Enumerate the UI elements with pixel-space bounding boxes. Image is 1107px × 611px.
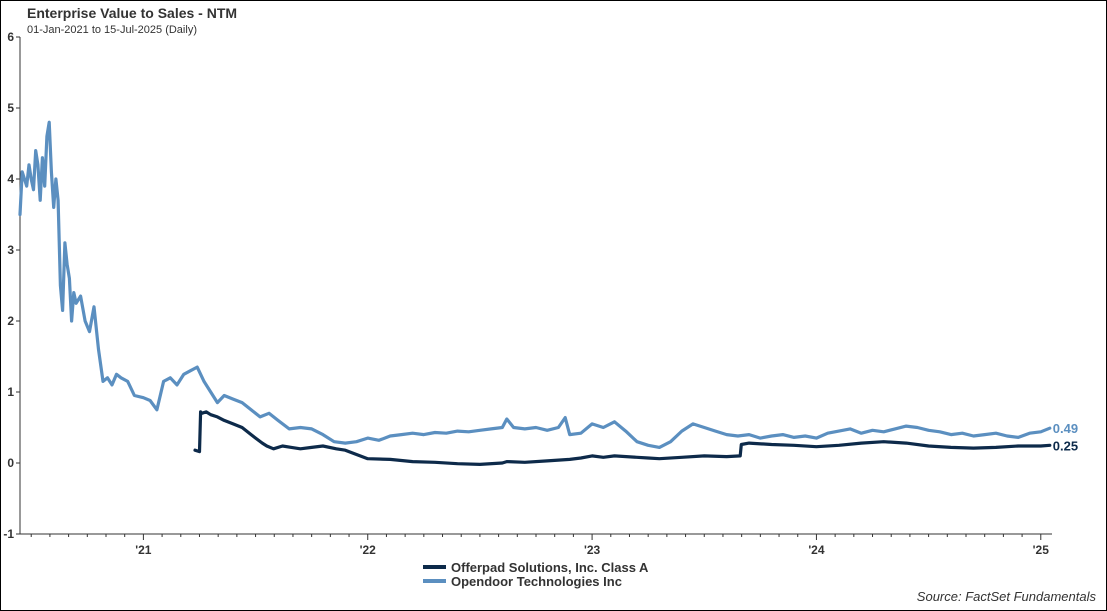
y-tick-label: 1 (7, 385, 14, 399)
chart-source: Source: FactSet Fundamentals (916, 589, 1096, 604)
y-tick-label: 0 (7, 456, 14, 470)
series-line-1 (18, 120, 1052, 449)
x-axis: '21 '22 '23 '24 '25 (20, 533, 1052, 557)
chart-title: Enterprise Value to Sales - NTM (27, 5, 238, 21)
y-tick-label: 2 (7, 314, 14, 328)
x-tick-label: '22 (360, 543, 377, 557)
x-tick-label: '21 (135, 543, 152, 557)
legend-label-1: Opendoor Technologies Inc (451, 574, 622, 589)
series-end-label-0: 0.25 (1053, 438, 1078, 453)
series-line-0 (193, 410, 1052, 466)
series-lines (18, 120, 1052, 466)
y-tick-label: -1 (3, 527, 14, 541)
x-tick-label: '24 (808, 543, 825, 557)
x-tick-label: '25 (1033, 543, 1050, 557)
legend: Offerpad Solutions, Inc. Class AOpendoor… (423, 560, 649, 589)
y-axis: -1 0 1 2 3 4 5 6 (3, 30, 21, 541)
legend-label-0: Offerpad Solutions, Inc. Class A (451, 560, 649, 575)
y-tick-label: 6 (7, 30, 14, 44)
y-tick-label: 4 (7, 172, 14, 186)
end-labels: 0.25 0.49 (1053, 421, 1078, 453)
y-tick-label: 3 (7, 243, 14, 257)
y-tick-label: 5 (7, 101, 14, 115)
chart-subtitle: 01-Jan-2021 to 15-Jul-2025 (Daily) (27, 24, 197, 36)
series-end-label-1: 0.49 (1053, 421, 1078, 436)
x-tick-label: '23 (584, 543, 601, 557)
